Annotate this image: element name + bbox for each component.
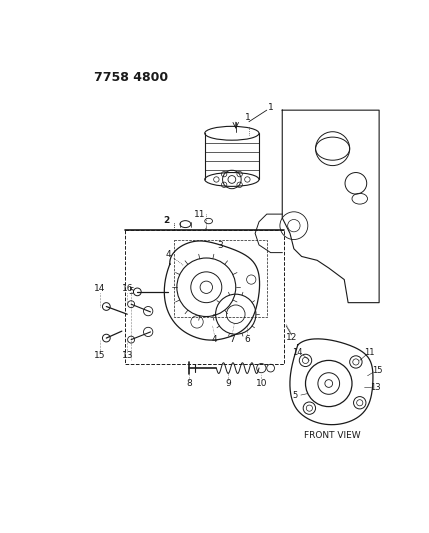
Text: 2: 2 xyxy=(163,216,169,225)
Text: 5: 5 xyxy=(128,287,134,296)
Text: 13: 13 xyxy=(370,383,381,392)
Text: 8: 8 xyxy=(186,379,192,388)
Text: 11: 11 xyxy=(193,209,205,219)
Text: 15: 15 xyxy=(94,351,106,360)
Bar xyxy=(125,230,284,364)
Text: 16: 16 xyxy=(121,284,133,293)
Text: 5: 5 xyxy=(293,391,298,400)
Text: 9: 9 xyxy=(225,379,231,388)
Bar xyxy=(125,230,284,232)
Text: 14: 14 xyxy=(94,284,106,293)
Text: 7758 4800: 7758 4800 xyxy=(94,71,168,84)
Text: 11: 11 xyxy=(365,348,375,357)
Text: 12: 12 xyxy=(286,333,297,342)
Bar xyxy=(174,239,267,317)
Text: 13: 13 xyxy=(121,351,133,360)
Text: 14: 14 xyxy=(293,348,303,357)
Text: 15: 15 xyxy=(372,366,383,375)
Text: 10: 10 xyxy=(256,379,267,388)
Text: 3: 3 xyxy=(218,241,223,250)
Text: 7: 7 xyxy=(229,335,235,344)
Text: 1: 1 xyxy=(268,103,274,112)
Text: 1: 1 xyxy=(245,114,250,123)
Text: FRONT VIEW: FRONT VIEW xyxy=(304,431,361,440)
Text: 4: 4 xyxy=(212,335,218,344)
Text: 6: 6 xyxy=(245,335,250,344)
Text: 4: 4 xyxy=(166,251,171,260)
